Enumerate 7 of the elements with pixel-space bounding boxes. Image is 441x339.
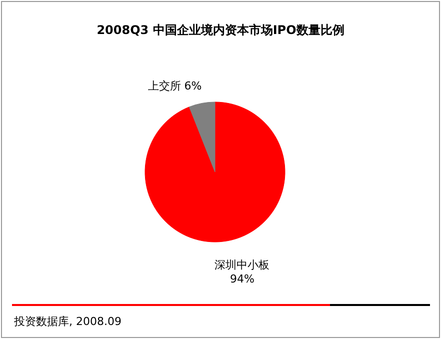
text: 投资数据库, 2008.09	[13, 315, 122, 328]
slice-label: 深圳中小板	[214, 258, 270, 272]
data-label: 94%	[230, 272, 254, 286]
pie-slice	[188, 102, 216, 172]
pie-slice	[144, 102, 286, 242]
slice-label: 上交所 6%	[148, 80, 202, 93]
chart-title: 2008Q3 中国企业境内资本市场IPO数量比例	[96, 23, 344, 37]
